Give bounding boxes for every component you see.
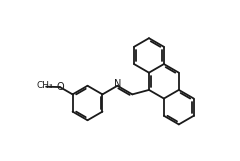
Text: O: O xyxy=(56,82,64,92)
Text: N: N xyxy=(114,79,122,89)
Text: CH₃: CH₃ xyxy=(36,81,53,90)
